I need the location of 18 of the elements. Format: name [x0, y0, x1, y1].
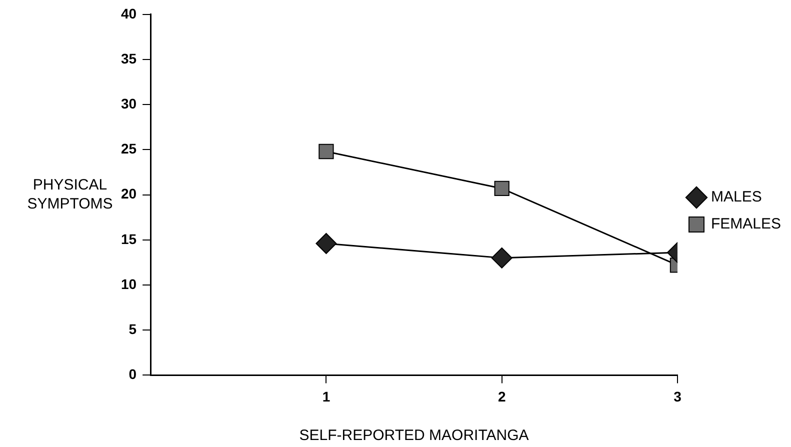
- y-tick-label: 15: [120, 230, 137, 247]
- y-axis-title: PHYSICAL SYMPTOMS: [27, 176, 113, 212]
- x-tick-label: 3: [674, 388, 682, 404]
- y-tick-label: 0: [128, 366, 137, 382]
- y-tick-label: 5: [128, 320, 137, 337]
- y-tick-label: 25: [120, 140, 137, 157]
- y-tick-label: 10: [120, 276, 137, 292]
- legend-label: FEMALES: [710, 216, 782, 233]
- x-axis-title: SELF-REPORTED MAORITANGA: [299, 427, 529, 444]
- y-tick-label: 30: [120, 95, 137, 112]
- legend-label: MALES: [710, 188, 762, 206]
- point: [318, 144, 334, 160]
- point: [316, 233, 337, 254]
- x-tick-label: 2: [498, 388, 506, 404]
- y-tick-label: 20: [120, 186, 137, 202]
- y-tick-label: 35: [120, 50, 137, 66]
- y-tick-label: 40: [120, 5, 137, 22]
- x-tick-label: 1: [322, 388, 330, 404]
